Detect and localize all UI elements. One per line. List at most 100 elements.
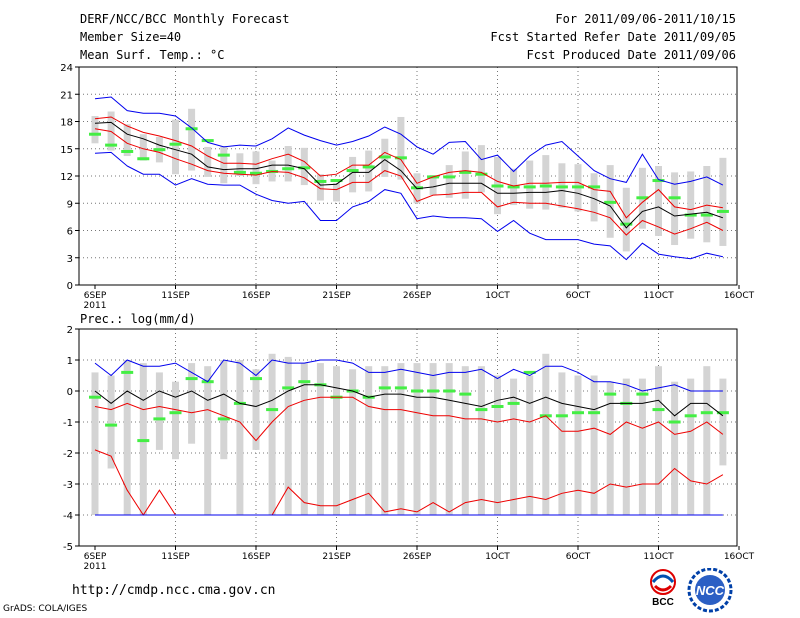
spread-box (429, 363, 437, 515)
climatology-marker (362, 165, 375, 169)
climatology-marker (620, 222, 633, 226)
spread-box (220, 146, 228, 184)
spread-box (494, 375, 501, 515)
series-max-line (94, 359, 723, 392)
spread-box (333, 183, 340, 202)
climatology-marker (555, 185, 568, 189)
bcc-logo-text: BCC (652, 597, 674, 608)
series-max-line (94, 96, 724, 186)
y-tick-label: 21 (60, 90, 73, 101)
spread-box (477, 145, 485, 193)
climatology-marker (572, 185, 584, 189)
climatology-marker (427, 389, 440, 393)
spread-box (429, 175, 437, 196)
y-tick-label: 24 (60, 63, 73, 74)
y-tick-label: 0 (67, 387, 73, 398)
spread-box (655, 366, 662, 515)
spread-box (220, 360, 228, 460)
y-tick-label: 15 (60, 145, 73, 156)
spread-box (349, 156, 357, 193)
climatology-marker (121, 370, 134, 374)
y-tick-label: -3 (63, 480, 73, 491)
member-size: Member Size=40 (80, 30, 182, 44)
ncc-logo: NCC (684, 567, 736, 618)
spread-box (687, 378, 695, 515)
climatology-marker (298, 380, 311, 384)
spread-box (236, 153, 244, 176)
climatology-marker (684, 213, 697, 217)
climatology-marker (604, 200, 617, 204)
spread-box (365, 366, 373, 515)
y-tick-label: 12 (60, 172, 73, 183)
climatology-marker (266, 408, 279, 412)
x-tick-label: 6SEP (84, 552, 107, 562)
climatology-marker (716, 411, 729, 415)
spread-box (252, 369, 260, 450)
x-tick-label: 16SEP (242, 291, 271, 301)
spread-box (574, 375, 582, 515)
spread-box (236, 360, 244, 515)
spread-box (139, 363, 147, 515)
spread-box (542, 155, 550, 210)
spread-box (204, 366, 212, 515)
x-tick-year: 2011 (84, 562, 107, 572)
forecast-period: For 2011/09/06-2011/10/15 (555, 12, 736, 26)
spread-box (316, 363, 324, 515)
spread-box (123, 124, 131, 157)
climatology-marker (298, 166, 311, 170)
source-url[interactable]: http://cmdp.ncc.cma.gov.cn (72, 583, 276, 598)
climatology-marker (394, 386, 407, 390)
climatology-marker (443, 389, 456, 393)
x-tick-label: 21SEP (322, 552, 351, 562)
spread-box (703, 166, 711, 243)
spread-box (606, 381, 614, 515)
x-tick-label: 26SEP (403, 291, 432, 301)
climatology-marker (411, 389, 423, 393)
climatology-marker (153, 148, 166, 152)
climatology-marker (668, 420, 681, 424)
x-tick-label: 16OCT (724, 291, 755, 301)
climatology-marker (700, 411, 713, 415)
x-tick-label: 6OCT (566, 291, 591, 301)
climatology-marker (378, 155, 391, 159)
spread-box (365, 150, 373, 192)
climatology-marker (378, 386, 391, 390)
grads-credit: GrADS: COLA/IGES (3, 604, 88, 614)
series-mean-line (94, 121, 724, 229)
spread-box (107, 375, 115, 469)
climatology-marker (217, 417, 230, 421)
climatology-marker (459, 392, 472, 396)
climatology-marker (169, 142, 182, 146)
climatology-marker (137, 439, 150, 443)
climatology-marker (233, 170, 246, 174)
spread-box (719, 157, 727, 246)
spread-box (268, 353, 276, 515)
climatology-marker (185, 127, 198, 131)
climatology-marker (314, 179, 327, 183)
x-tick-label: 16OCT (724, 552, 755, 562)
y-tick-label: 3 (67, 254, 73, 265)
temp-variable-label: Mean Surf. Temp.: °C (80, 48, 225, 62)
climatology-marker (250, 377, 262, 381)
spread-box (316, 174, 324, 201)
spread-box (252, 151, 260, 185)
climatology-marker (523, 370, 536, 374)
climatology-marker (185, 377, 198, 381)
climatology-marker (201, 139, 214, 143)
climatology-marker (588, 185, 601, 189)
series-min-line (94, 151, 724, 261)
x-tick-label: 21SEP (322, 291, 351, 301)
spread-box (204, 146, 212, 177)
spread-box (703, 366, 711, 515)
spread-box (542, 353, 550, 515)
spread-box (590, 375, 598, 515)
climatology-marker (652, 408, 665, 412)
y-tick-label: 0 (67, 281, 73, 292)
x-tick-label: 1OCT (485, 291, 510, 301)
spread-box (526, 160, 534, 209)
climatology-marker (282, 167, 295, 171)
y-tick-label: 18 (60, 118, 73, 129)
spread-box (622, 187, 630, 252)
climatology-marker (555, 414, 568, 418)
